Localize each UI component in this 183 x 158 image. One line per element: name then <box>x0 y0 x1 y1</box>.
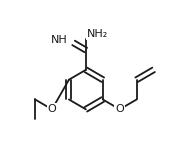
Text: NH₂: NH₂ <box>87 29 109 39</box>
Text: O: O <box>115 104 124 114</box>
Text: NH: NH <box>51 35 68 45</box>
Text: O: O <box>48 104 56 114</box>
